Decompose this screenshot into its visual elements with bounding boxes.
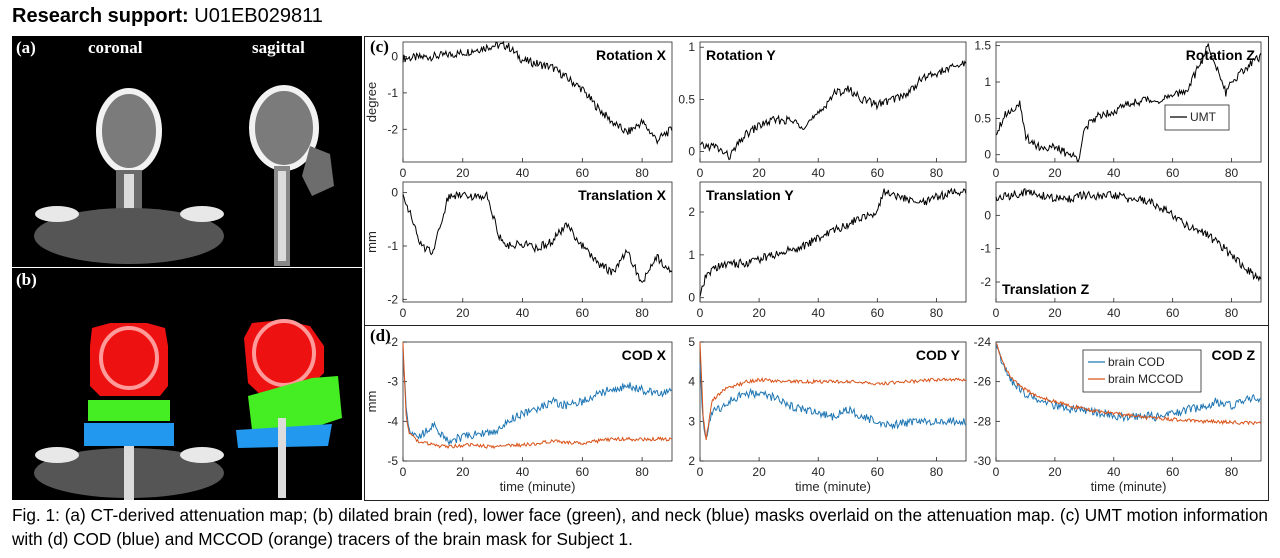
panel-label-a: (a) — [16, 38, 36, 57]
mask-overlay-panel: (b) — [12, 268, 362, 500]
figure-caption: Fig. 1: (a) CT-derived attenuation map; … — [12, 505, 1268, 549]
sagittal-view-label: sagittal — [252, 38, 305, 57]
research-support-label: Research support: — [12, 5, 189, 27]
sagittal-mask-image — [236, 319, 342, 498]
sagittal-ct-image — [249, 85, 334, 266]
ct-images — [34, 85, 334, 266]
research-support-header: Research support: U01EB029811 — [12, 5, 323, 28]
panel-label-d: (d) — [370, 326, 391, 345]
mask-images — [34, 319, 342, 500]
grant-number: U01EB029811 — [194, 5, 323, 27]
cod-tracer-panel: (d) — [364, 325, 1269, 501]
panel-label-c: (c) — [370, 37, 389, 56]
coronal-view-label: coronal — [88, 38, 143, 57]
umt-motion-panel: (c) — [364, 36, 1269, 326]
coronal-mask-image — [34, 323, 224, 500]
coronal-ct-image — [34, 88, 224, 264]
panel-label-b: (b) — [16, 270, 37, 289]
ct-attenuation-panel: (a) coronal sagittal — [12, 36, 362, 267]
